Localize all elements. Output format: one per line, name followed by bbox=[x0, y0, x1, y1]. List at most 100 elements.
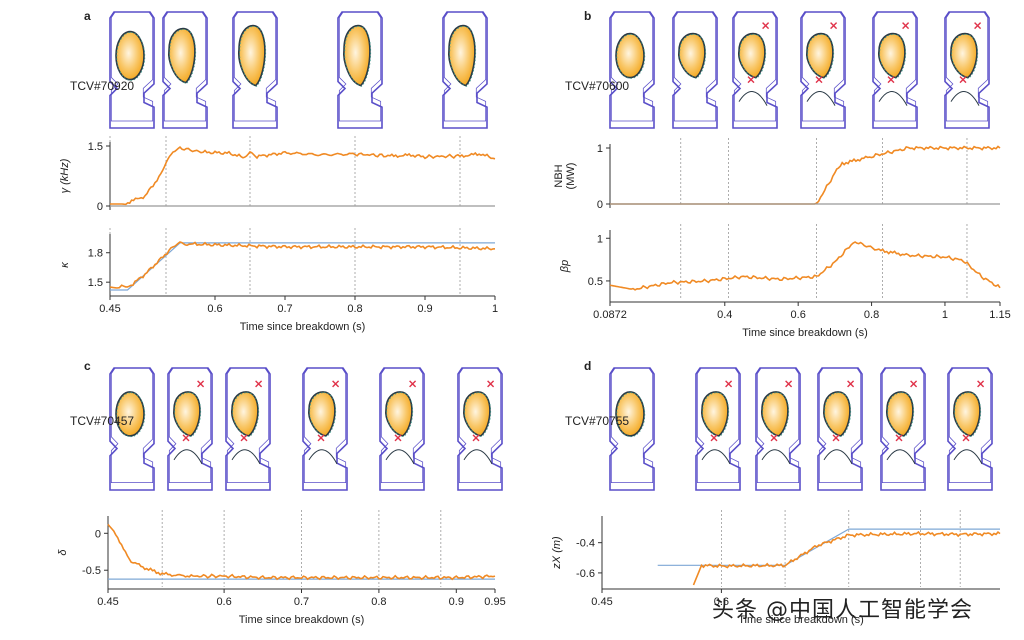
x-tick-label: 0.7 bbox=[277, 303, 292, 315]
x-point-marker bbox=[910, 380, 918, 388]
panel-letter: d bbox=[584, 359, 591, 373]
y-tick-label: -0.6 bbox=[576, 568, 595, 580]
x-axis-label: Time since breakdown (s) bbox=[738, 614, 864, 626]
y-axis-label: γ (kHz) bbox=[59, 158, 71, 193]
divertor-leg bbox=[701, 449, 731, 465]
plasma-cross-section bbox=[308, 391, 336, 437]
vessel-inner-wall bbox=[881, 367, 925, 484]
x-tick-label: 0.6 bbox=[714, 596, 729, 608]
x-axis-label: Time since breakdown (s) bbox=[240, 321, 366, 333]
vessel-wall bbox=[232, 11, 278, 129]
snapshot-b-5 bbox=[872, 11, 918, 129]
snapshot-a-1 bbox=[109, 11, 155, 129]
series-gamma-measured bbox=[110, 146, 496, 206]
target-shape-dots bbox=[954, 392, 981, 438]
x-point-marker bbox=[770, 434, 778, 442]
snapshot-a-2 bbox=[162, 11, 208, 129]
target-shape-dots bbox=[951, 33, 978, 79]
divertor-leg bbox=[806, 91, 836, 106]
divertor-leg bbox=[231, 449, 261, 465]
vessel-inner-wall bbox=[168, 367, 212, 484]
y-tick-label: 1 bbox=[597, 233, 603, 245]
panel-letter: a bbox=[84, 9, 91, 23]
shot-label: TCV#70600 bbox=[565, 79, 629, 93]
vessel-wall bbox=[302, 367, 348, 491]
x-point-marker bbox=[959, 76, 967, 84]
x-point-marker bbox=[710, 434, 718, 442]
vessel-wall bbox=[609, 11, 655, 129]
y-tick-label: 0.5 bbox=[588, 276, 603, 288]
snapshot-d-1 bbox=[609, 367, 655, 491]
plasma-cross-section bbox=[615, 391, 645, 437]
x-tick-label: 0.6 bbox=[216, 596, 231, 608]
divertor-leg bbox=[953, 449, 983, 465]
y-tick-label: 1.5 bbox=[88, 277, 103, 289]
snapshot-c-4 bbox=[302, 367, 348, 491]
plasma-cross-section bbox=[115, 30, 145, 81]
vessel-inner-wall bbox=[338, 11, 382, 122]
target-shape-dots bbox=[116, 392, 146, 438]
snapshot-b-2 bbox=[672, 11, 718, 129]
vessel-wall bbox=[672, 11, 718, 129]
target-shape-dots bbox=[174, 392, 201, 438]
vessel-inner-wall bbox=[443, 11, 487, 122]
x-point-marker bbox=[832, 434, 840, 442]
x-tick-label: 0.95 bbox=[484, 596, 505, 608]
x-point-marker bbox=[815, 76, 823, 84]
target-shape-dots bbox=[679, 33, 706, 79]
x-point-marker bbox=[785, 380, 793, 388]
y-axis-label: δ bbox=[57, 549, 69, 556]
vessel-inner-wall bbox=[110, 11, 154, 122]
x-point-marker bbox=[962, 434, 970, 442]
snapshot-a-3 bbox=[232, 11, 278, 129]
x-point-marker bbox=[895, 434, 903, 442]
divertor-leg bbox=[173, 449, 203, 465]
x-point-marker bbox=[974, 22, 982, 30]
y-tick-label: -0.4 bbox=[576, 538, 595, 550]
vessel-wall bbox=[695, 367, 741, 491]
plasma-cross-section bbox=[953, 391, 981, 437]
x-tick-label: 0.45 bbox=[591, 596, 612, 608]
y-axis-label: κ bbox=[59, 262, 71, 268]
shot-label: TCV#70457 bbox=[70, 414, 134, 428]
vessel-wall bbox=[755, 367, 801, 491]
x-point-marker bbox=[487, 380, 495, 388]
snapshot-b-6 bbox=[944, 11, 990, 129]
plasma-cross-section bbox=[738, 32, 766, 79]
divertor-leg bbox=[886, 449, 916, 465]
snapshot-b-4 bbox=[800, 11, 846, 129]
y-axis-label: (MW) bbox=[565, 163, 577, 190]
divertor-leg bbox=[878, 91, 908, 106]
panel-letter: b bbox=[584, 9, 591, 23]
divertor-leg bbox=[463, 449, 493, 465]
vessel-inner-wall bbox=[673, 11, 717, 122]
vessel-wall bbox=[162, 11, 208, 129]
x-tick-label: 0.6 bbox=[791, 309, 806, 321]
snapshot-d-3 bbox=[755, 367, 801, 491]
divertor-leg bbox=[761, 449, 791, 465]
vessel-wall bbox=[167, 367, 213, 491]
target-shape-dots bbox=[739, 33, 766, 79]
series-z_X-measured bbox=[692, 530, 1001, 586]
vessel-inner-wall bbox=[226, 367, 270, 484]
y-tick-label: -0.5 bbox=[82, 565, 101, 577]
snapshot-c-6 bbox=[457, 367, 503, 491]
vessel-inner-wall bbox=[303, 367, 347, 484]
series-NBH-measured bbox=[610, 145, 1001, 205]
vessel-inner-wall bbox=[380, 367, 424, 484]
x-tick-label: 0.9 bbox=[449, 596, 464, 608]
shot-label: TCV#70755 bbox=[565, 414, 629, 428]
x-point-marker bbox=[317, 434, 325, 442]
panel-labels: a TCV#70920 Time since breakdown (s) b TCV#7… bbox=[70, 9, 868, 626]
x-tick-label: 1 bbox=[492, 303, 498, 315]
vessel-wall bbox=[225, 367, 271, 491]
vessel-inner-wall bbox=[696, 367, 740, 484]
x-point-marker bbox=[332, 380, 340, 388]
vessel-inner-wall bbox=[458, 367, 502, 484]
y-axis-label: βp bbox=[559, 260, 571, 273]
vessel-wall bbox=[457, 367, 503, 491]
x-point-marker bbox=[240, 434, 248, 442]
vessel-wall bbox=[609, 367, 655, 491]
y-tick-label: 0 bbox=[95, 528, 101, 540]
vessel-wall bbox=[109, 367, 155, 491]
